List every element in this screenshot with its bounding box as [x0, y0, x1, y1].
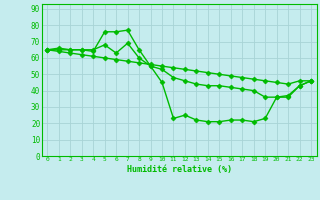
X-axis label: Humidité relative (%): Humidité relative (%): [127, 165, 232, 174]
